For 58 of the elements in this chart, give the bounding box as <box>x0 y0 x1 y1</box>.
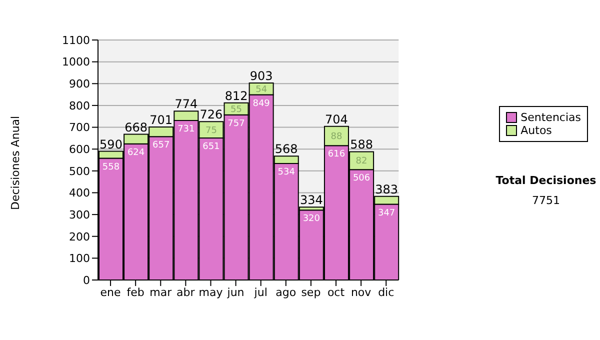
total-label: 701 <box>150 113 173 128</box>
y-tick-label: 300 <box>69 208 90 222</box>
total-label: 383 <box>375 182 398 196</box>
y-tick-label: 1100 <box>62 34 90 47</box>
y-tick-label: 900 <box>69 78 90 91</box>
total-label: 568 <box>274 142 298 156</box>
x-tick-label: ene <box>100 286 122 299</box>
data-label: 849 <box>252 98 270 109</box>
data-label: 657 <box>152 140 170 151</box>
data-label: 616 <box>328 150 346 160</box>
y-tick-label: 500 <box>69 164 90 178</box>
x-tick-label: oct <box>327 286 346 299</box>
total-label: 704 <box>325 112 348 126</box>
x-tick-label: mar <box>150 286 172 299</box>
total-label: 590 <box>100 137 122 152</box>
y-tick-label: 0 <box>83 274 90 287</box>
legend-label: Autos <box>520 124 552 137</box>
y-tick-label: 1000 <box>62 56 90 69</box>
y-axis-title: Decisiones Anual <box>8 116 22 210</box>
data-label: 757 <box>228 118 245 129</box>
x-tick-label: feb <box>126 286 144 299</box>
data-label: 534 <box>278 167 296 178</box>
data-label: 88 <box>330 132 342 142</box>
data-label: 82 <box>356 156 368 167</box>
y-tick-label: 800 <box>69 99 90 112</box>
text: Total Decisiones <box>494 174 598 187</box>
x-tick-label: dic <box>378 286 394 299</box>
total-label: 334 <box>300 193 323 208</box>
y-tick-label: 700 <box>69 121 90 134</box>
total-label: 588 <box>350 138 373 152</box>
data-label: 558 <box>102 162 120 172</box>
data-label: 320 <box>302 214 320 224</box>
y-tick-label: 100 <box>69 252 90 266</box>
x-tick-label: jun <box>226 286 244 299</box>
total-label: 726 <box>200 108 223 122</box>
y-tick-label: 200 <box>69 230 90 244</box>
total-label: 668 <box>124 120 148 134</box>
x-tick-label: abr <box>176 286 196 299</box>
data-label: 624 <box>127 148 145 158</box>
x-tick-label: may <box>198 286 224 299</box>
x-tick-label: jul <box>253 286 268 299</box>
y-tick-label: 400 <box>69 186 90 200</box>
x-tick-label: nov <box>350 286 372 299</box>
data-label: 651 <box>202 142 220 152</box>
text: 7751 <box>531 194 561 207</box>
data-label: 55 <box>230 104 242 115</box>
legend-label: Sentencias <box>520 111 581 124</box>
x-tick-label: ago <box>276 286 296 299</box>
data-label: 75 <box>205 126 217 136</box>
total-label: 774 <box>174 97 198 112</box>
data-label: 347 <box>378 208 396 218</box>
data-label: 731 <box>178 124 195 135</box>
total-label: 903 <box>250 68 273 83</box>
y-tick-label: 600 <box>69 142 90 156</box>
x-tick-label: sep <box>301 286 321 299</box>
data-label: 54 <box>256 84 268 95</box>
total-label: 812 <box>224 88 248 103</box>
data-label: 506 <box>352 174 370 184</box>
